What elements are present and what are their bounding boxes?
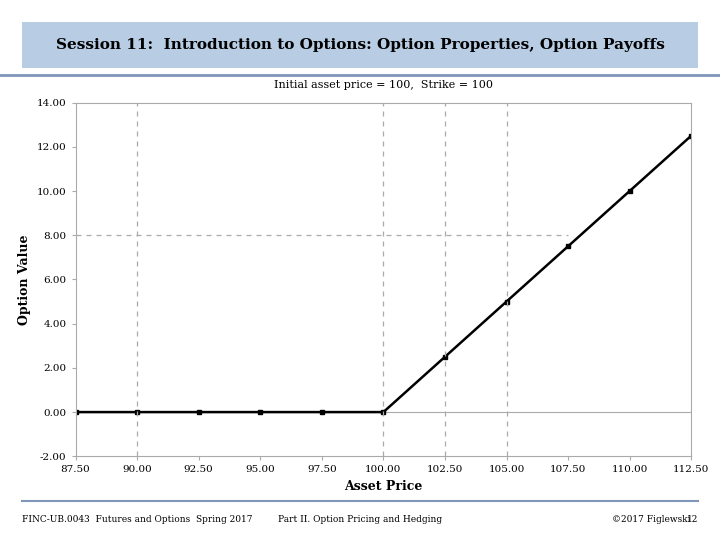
Text: Initial asset price = 100,  Strike = 100: Initial asset price = 100, Strike = 100 xyxy=(274,80,493,90)
Text: Part II. Option Pricing and Hedging: Part II. Option Pricing and Hedging xyxy=(278,515,442,524)
Text: INTRINSIC VALUE OF A CALL OPTION: INTRINSIC VALUE OF A CALL OPTION xyxy=(232,53,535,67)
Text: ©2017 Figlewski: ©2017 Figlewski xyxy=(612,515,690,524)
Y-axis label: Option Value: Option Value xyxy=(18,234,31,325)
Text: FINC-UB.0043  Futures and Options  Spring 2017: FINC-UB.0043 Futures and Options Spring … xyxy=(22,515,252,524)
Text: 12: 12 xyxy=(687,515,698,524)
Text: Session 11:  Introduction to Options: Option Properties, Option Payoffs: Session 11: Introduction to Options: Opt… xyxy=(55,38,665,52)
X-axis label: Asset Price: Asset Price xyxy=(344,480,423,493)
